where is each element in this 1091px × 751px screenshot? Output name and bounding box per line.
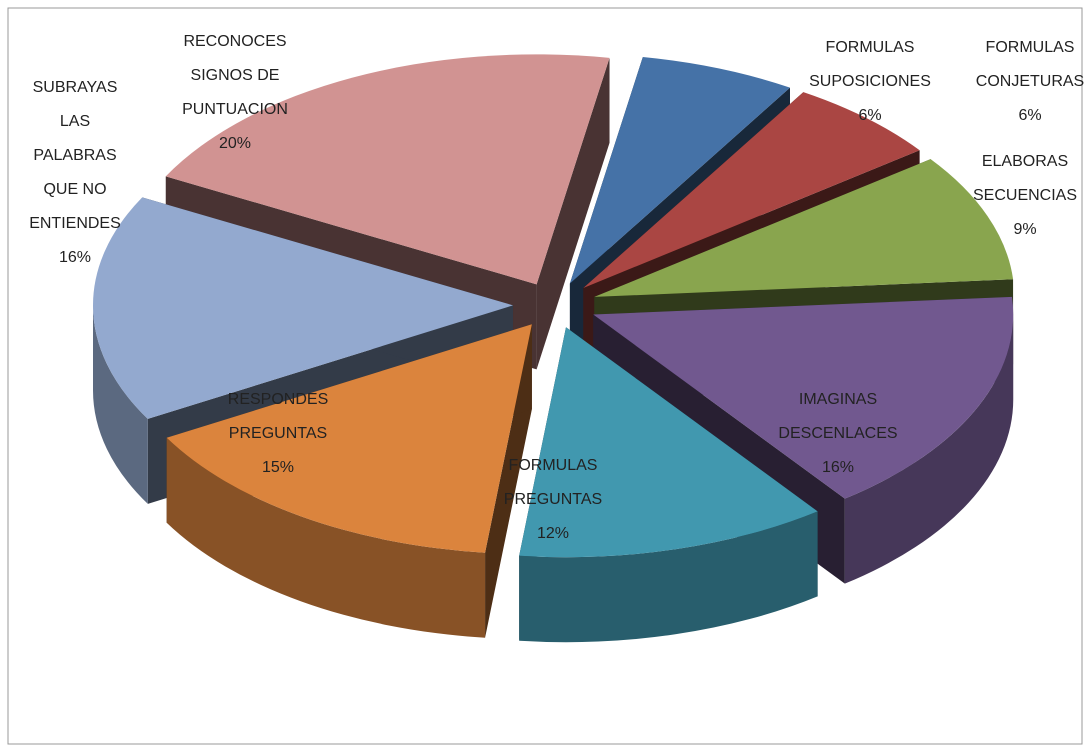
slice-label: ELABORAS SECUENCIAS: [973, 153, 1077, 204]
slice-label: FORMULAS CONJETURAS: [976, 39, 1084, 90]
slice-top: [93, 197, 514, 419]
slice-outer-wall: [166, 437, 486, 638]
slice-top: [593, 296, 1014, 499]
slice-label: IMAGINAS DESCENLACES: [778, 391, 897, 442]
slice-value-label: 16%: [822, 459, 854, 476]
slice-outer-wall: [519, 511, 818, 643]
slice-label: RESPONDES PREGUNTAS: [228, 391, 328, 442]
slice-value-label: 20%: [219, 135, 251, 152]
slice-top: [165, 54, 610, 285]
slice-value-label: 12%: [537, 525, 569, 542]
slice-top: [519, 327, 818, 558]
slice-label: FORMULAS PREGUNTAS: [504, 457, 602, 508]
slice-edge-wall: [536, 57, 610, 370]
slice-label: SUBRAYAS LAS PALABRAS QUE NO ENTIENDES: [29, 79, 121, 232]
slice-value-label: 6%: [858, 107, 881, 124]
pie-slice: [519, 327, 818, 643]
slice-top: [594, 159, 1014, 297]
slice-outer-wall: [844, 314, 1014, 584]
slice-value-label: 16%: [59, 249, 91, 266]
slice-value-label: 6%: [1018, 107, 1041, 124]
pie-slice: [166, 324, 532, 638]
slice-label: FORMULAS SUPOSICIONES: [809, 39, 931, 90]
slice-top: [583, 92, 920, 289]
slice-outer-wall: [93, 305, 148, 504]
slice-top: [166, 324, 532, 553]
slice-value-label: 9%: [1013, 221, 1036, 238]
slice-label: RECONOCES SIGNOS DE PUNTUACION: [182, 33, 288, 118]
slice-value-label: 15%: [262, 459, 294, 476]
slice-top: [569, 56, 790, 284]
